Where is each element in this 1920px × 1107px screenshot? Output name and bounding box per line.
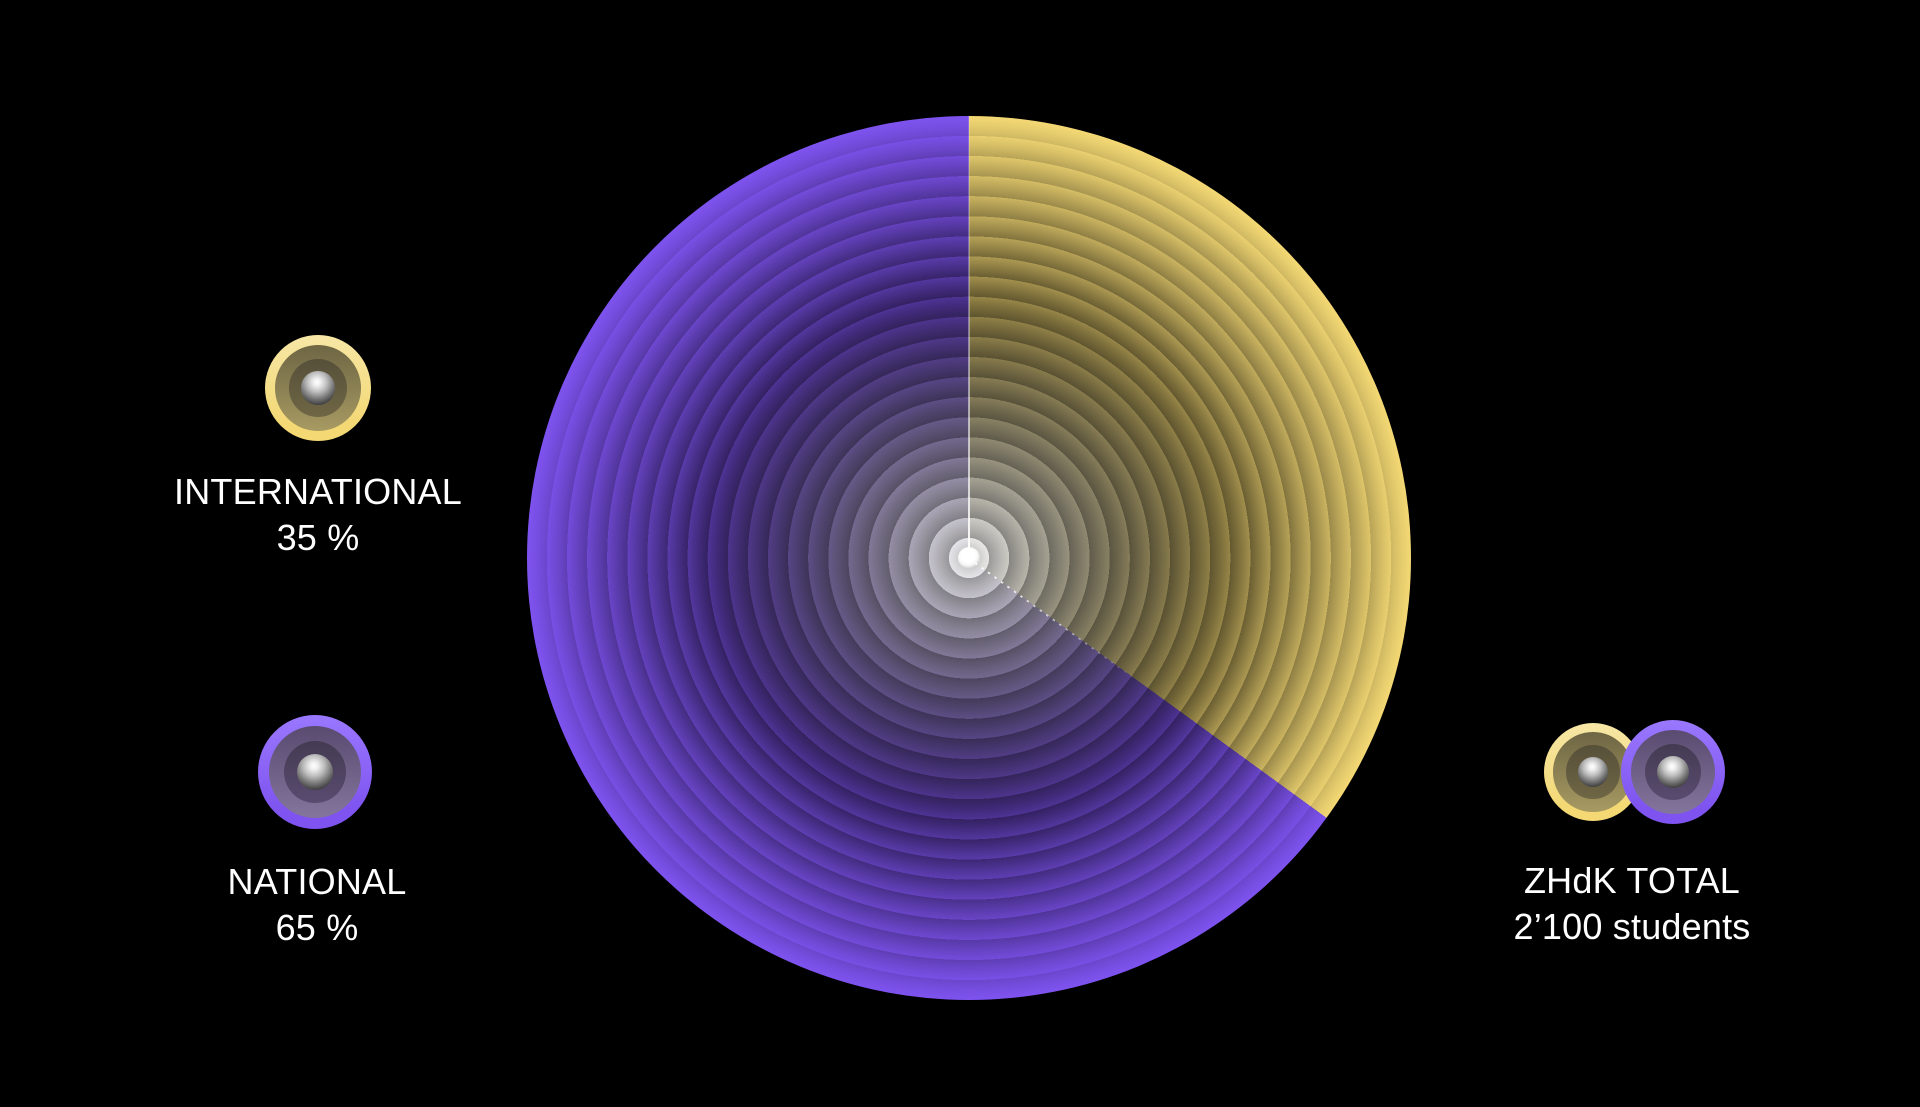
ball-sphere xyxy=(1577,756,1609,788)
international-label: INTERNATIONAL xyxy=(174,471,462,512)
ball-sphere xyxy=(301,371,335,405)
total-label: ZHdK TOTAL xyxy=(1523,860,1741,901)
ball-inner-ring xyxy=(268,725,362,819)
national-value: 65 % xyxy=(275,907,359,948)
national-ball-icon xyxy=(258,715,372,829)
ball-inner-ring xyxy=(275,345,361,431)
ball-inner-ring xyxy=(1630,729,1716,815)
ball-dark-ring xyxy=(1644,743,1702,801)
ball-dark-ring xyxy=(289,359,347,417)
pie-center-dot xyxy=(958,547,980,569)
slice-start-line xyxy=(968,116,970,558)
international-legend: INTERNATIONAL 35 % xyxy=(68,469,568,561)
total-value: 2’100 students xyxy=(1513,906,1751,947)
ball-sphere xyxy=(1656,755,1690,789)
pie-chart xyxy=(527,116,1411,1000)
ball-sphere xyxy=(297,754,333,790)
national-legend: NATIONAL 65 % xyxy=(67,859,567,951)
ball-inner-ring xyxy=(1553,732,1633,812)
international-ball-icon xyxy=(265,335,371,441)
slice-divider-line xyxy=(968,557,1328,819)
national-label: NATIONAL xyxy=(227,861,407,902)
total-legend: ZHdK TOTAL 2’100 students xyxy=(1382,858,1882,950)
total-violet-ball-icon xyxy=(1621,720,1725,824)
international-value: 35 % xyxy=(276,517,360,558)
ball-dark-ring xyxy=(1566,745,1620,799)
ball-dark-ring xyxy=(284,741,346,803)
